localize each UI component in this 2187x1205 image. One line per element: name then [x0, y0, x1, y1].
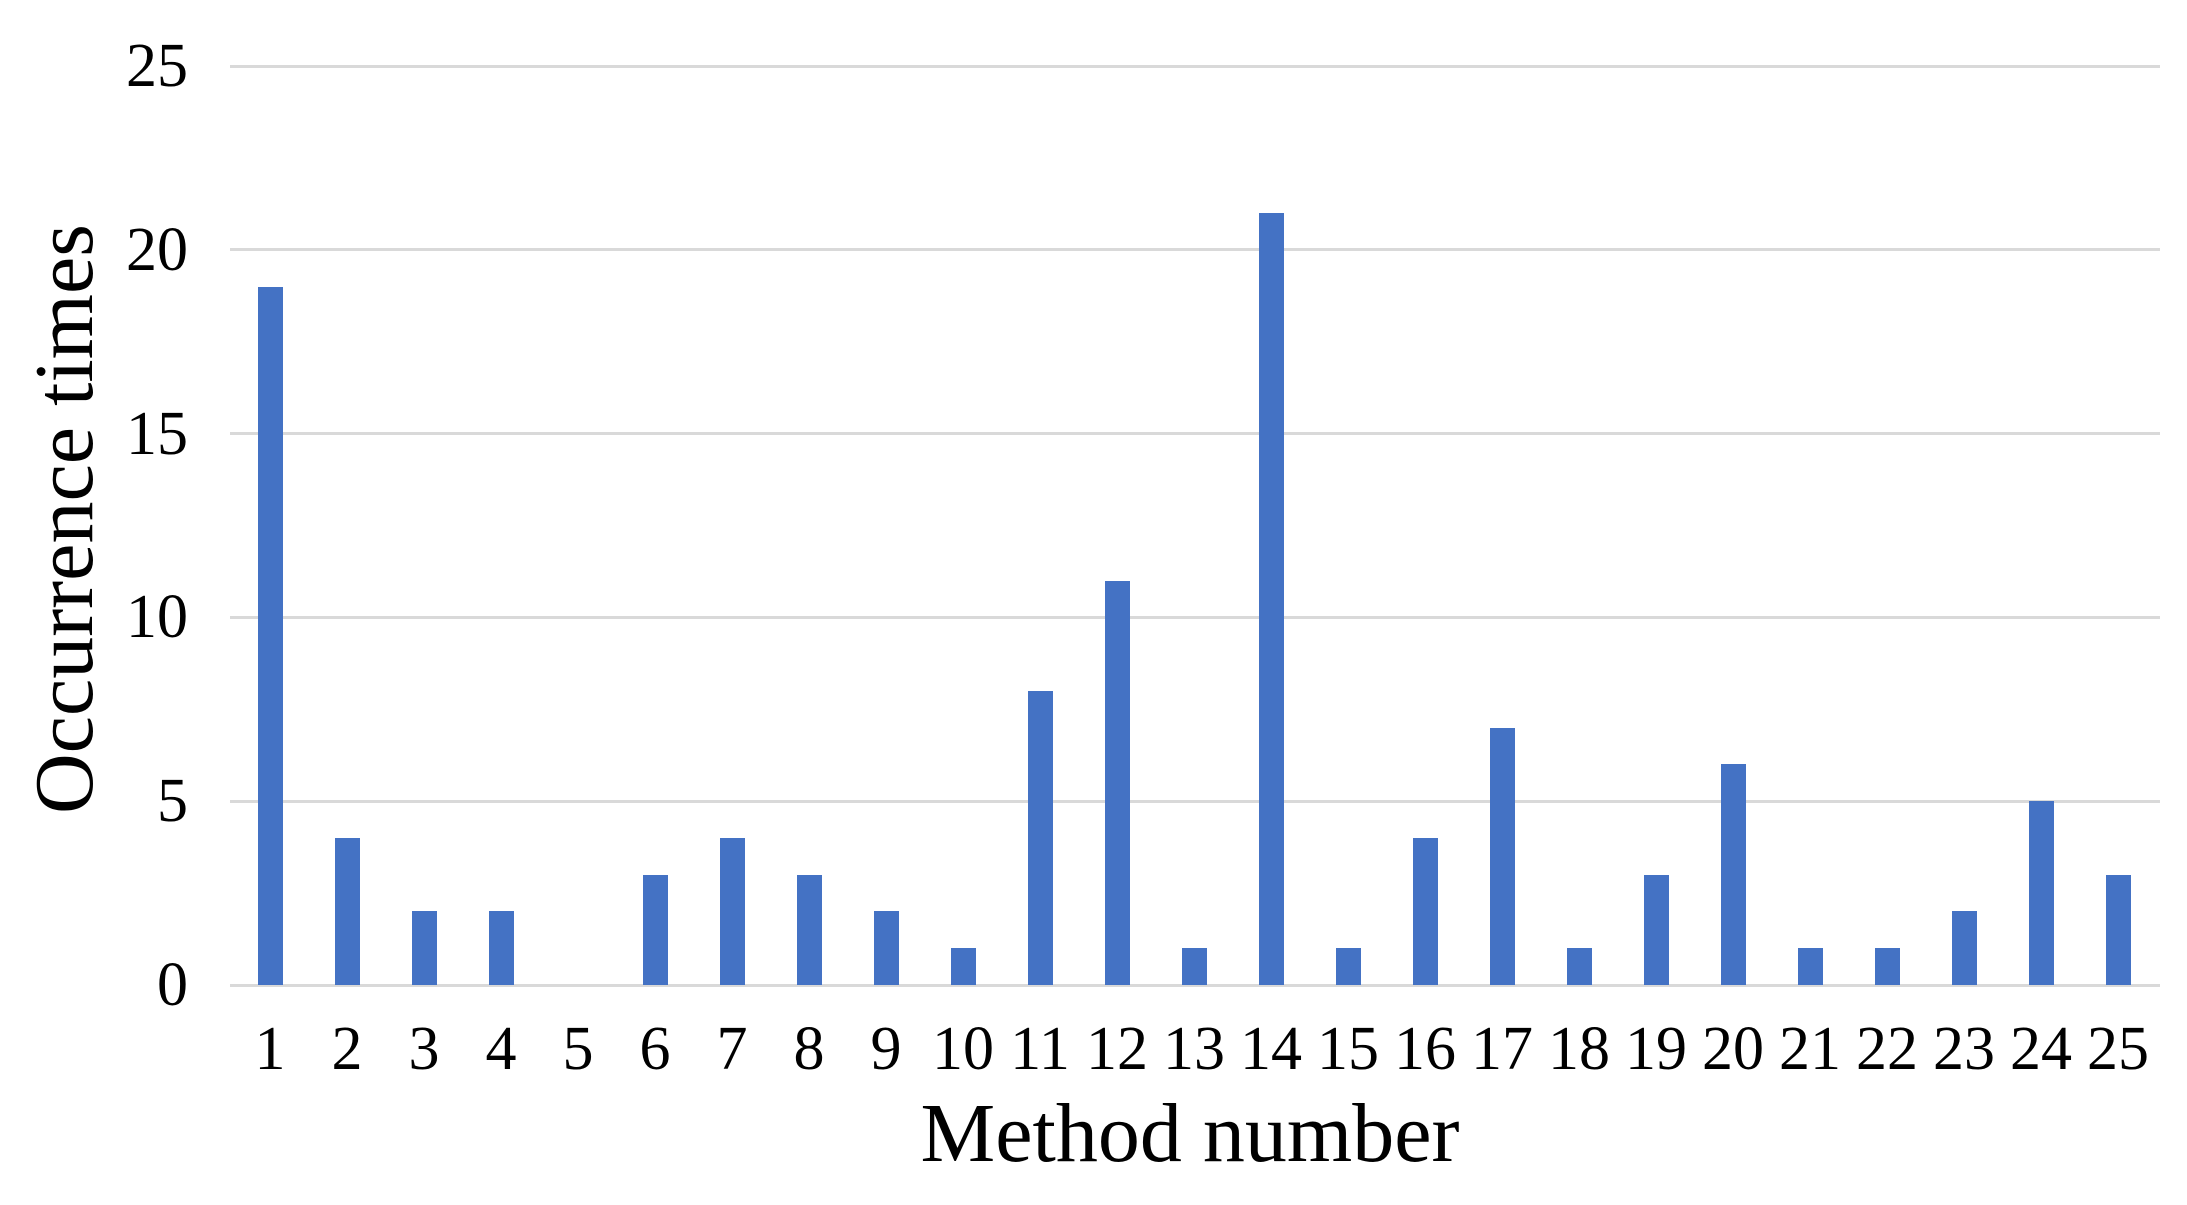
bar-method-10: [950, 948, 976, 985]
bar-method-18: [1566, 948, 1592, 985]
bar-method-24: [2028, 801, 2054, 985]
bar-method-13: [1181, 948, 1207, 985]
x-axis-line: [230, 983, 2160, 987]
bar-method-16: [1412, 837, 1438, 985]
gridline: [230, 64, 2160, 68]
x-axis-title: Method number: [920, 1087, 1460, 1180]
x-tick-label: 16: [1394, 1015, 1456, 1083]
bar-method-21: [1797, 948, 1823, 985]
y-tick-label: 15: [126, 399, 188, 468]
bar-method-2: [334, 837, 360, 985]
x-tick-label: 24: [2010, 1015, 2072, 1083]
x-tick-label: 17: [1471, 1015, 1533, 1083]
bar-method-3: [411, 911, 437, 985]
y-tick-label: 25: [126, 32, 188, 100]
y-tick-label: 20: [126, 215, 188, 284]
x-tick-label: 18: [1548, 1015, 1610, 1083]
bar-method-8: [796, 874, 822, 985]
bar-method-25: [2105, 874, 2131, 985]
bar-method-17: [1489, 727, 1515, 985]
x-tick-label: 6: [639, 1015, 671, 1083]
bar-method-1: [257, 286, 283, 985]
x-tick-label: 5: [562, 1015, 594, 1083]
x-tick-label: 20: [1702, 1015, 1764, 1083]
x-tick-label: 25: [2087, 1015, 2149, 1083]
bar-method-19: [1643, 874, 1669, 985]
x-tick-label: 13: [1163, 1015, 1225, 1083]
gridline: [230, 248, 2160, 252]
x-tick-label: 9: [870, 1015, 902, 1083]
y-tick-label: 5: [157, 767, 188, 836]
x-tick-label: 4: [485, 1015, 517, 1083]
y-tick-label: 0: [157, 951, 188, 1019]
bar-method-23: [1951, 911, 1977, 985]
bar-method-14: [1258, 213, 1284, 985]
x-tick-label: 8: [793, 1015, 825, 1083]
x-tick-label: 11: [1010, 1015, 1070, 1083]
x-tick-label: 15: [1317, 1015, 1379, 1083]
bar-method-6: [642, 874, 668, 985]
x-tick-label: 21: [1779, 1015, 1841, 1083]
gridline: [230, 799, 2160, 803]
x-tick-label: 7: [716, 1015, 748, 1083]
gridline: [230, 615, 2160, 619]
x-tick-label: 12: [1086, 1015, 1148, 1083]
x-tick-label: 19: [1625, 1015, 1687, 1083]
bar-method-12: [1104, 580, 1130, 985]
y-tick-label: 10: [126, 583, 188, 652]
bar-method-7: [719, 837, 745, 985]
bar-method-20: [1720, 764, 1746, 985]
x-tick-label: 2: [331, 1015, 363, 1083]
gridline: [230, 432, 2160, 436]
x-tick-label: 22: [1856, 1015, 1918, 1083]
bar-method-22: [1874, 948, 1900, 985]
bar-method-15: [1335, 948, 1361, 985]
x-tick-label: 14: [1240, 1015, 1302, 1083]
x-tick-label: 3: [408, 1015, 440, 1083]
bar-method-11: [1027, 690, 1053, 985]
x-tick-label: 1: [254, 1015, 286, 1083]
x-tick-label: 10: [932, 1015, 994, 1083]
bar-method-9: [873, 911, 899, 985]
bar-method-4: [488, 911, 514, 985]
x-tick-label: 23: [1933, 1015, 1995, 1083]
